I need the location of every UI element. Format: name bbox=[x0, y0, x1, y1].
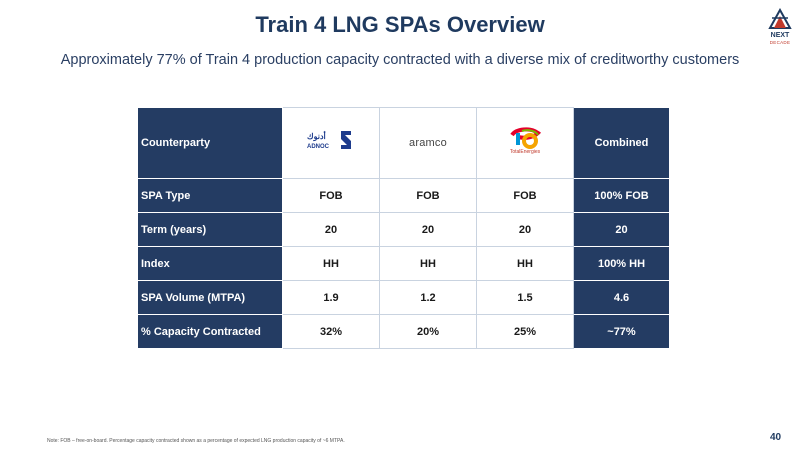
counterparty-totalenergies: TotalEnergies bbox=[476, 107, 574, 179]
footnote: Note: FOB – free-on-board. Percentage ca… bbox=[47, 438, 345, 444]
cell-aramco: FOB bbox=[379, 178, 477, 213]
logo-text-decade: DECADE bbox=[769, 40, 791, 45]
spa-overview-table: Counterparty أدنوك ADNOC aramco T bbox=[137, 107, 670, 349]
cell-totalenergies: 20 bbox=[476, 212, 574, 247]
cell-totalenergies: FOB bbox=[476, 178, 574, 213]
table-row: SPA Type FOB FOB FOB 100% FOB bbox=[137, 178, 670, 213]
nextdecade-logo: NEXT DECADE bbox=[760, 7, 800, 48]
table-row: Index HH HH HH 100% HH bbox=[137, 246, 670, 281]
table-header-row: Counterparty أدنوك ADNOC aramco T bbox=[137, 107, 670, 179]
page-number: 40 bbox=[770, 432, 782, 443]
adnoc-logo: أدنوك ADNOC bbox=[307, 129, 355, 155]
counterparty-header: Counterparty bbox=[137, 107, 283, 179]
row-label: % Capacity Contracted bbox=[137, 314, 283, 349]
counterparty-adnoc: أدنوك ADNOC bbox=[282, 107, 380, 179]
cell-adnoc: HH bbox=[282, 246, 380, 281]
cell-adnoc: FOB bbox=[282, 178, 380, 213]
cell-aramco: 20% bbox=[379, 314, 477, 349]
cell-totalenergies: 25% bbox=[476, 314, 574, 349]
cell-combined: 100% FOB bbox=[573, 178, 670, 213]
totalenergies-logo: TotalEnergies bbox=[502, 126, 548, 157]
table-row: Term (years) 20 20 20 20 bbox=[137, 212, 670, 247]
cell-aramco: 1.2 bbox=[379, 280, 477, 315]
adnoc-arabic-text: أدنوك bbox=[307, 131, 326, 141]
cell-adnoc: 20 bbox=[282, 212, 380, 247]
page-title: Train 4 LNG SPAs Overview bbox=[255, 12, 545, 37]
page-subtitle: Approximately 77% of Train 4 production … bbox=[60, 52, 740, 68]
row-label: SPA Volume (MTPA) bbox=[137, 280, 283, 315]
row-label: SPA Type bbox=[137, 178, 283, 213]
counterparty-aramco: aramco bbox=[379, 107, 477, 179]
table-row: % Capacity Contracted 32% 20% 25% ~77% bbox=[137, 314, 670, 349]
cell-combined: 4.6 bbox=[573, 280, 670, 315]
adnoc-logo-text: ADNOC bbox=[307, 143, 329, 150]
cell-aramco: 20 bbox=[379, 212, 477, 247]
logo-text-next: NEXT bbox=[770, 32, 790, 39]
row-label: Term (years) bbox=[137, 212, 283, 247]
cell-combined: 100% HH bbox=[573, 246, 670, 281]
aramco-logo: aramco bbox=[409, 137, 447, 149]
totalenergies-mark-icon bbox=[510, 126, 542, 149]
totalenergies-logo-text: TotalEnergies bbox=[509, 148, 541, 155]
cell-combined: 20 bbox=[573, 212, 670, 247]
cell-combined: ~77% bbox=[573, 314, 670, 349]
table-row: SPA Volume (MTPA) 1.9 1.2 1.5 4.6 bbox=[137, 280, 670, 315]
cell-adnoc: 32% bbox=[282, 314, 380, 349]
row-label: Index bbox=[137, 246, 283, 281]
combined-header: Combined bbox=[573, 107, 670, 179]
nextdecade-mark-icon bbox=[768, 7, 792, 29]
cell-aramco: HH bbox=[379, 246, 477, 281]
cell-adnoc: 1.9 bbox=[282, 280, 380, 315]
cell-totalenergies: 1.5 bbox=[476, 280, 574, 315]
adnoc-mark-icon bbox=[341, 130, 351, 149]
cell-totalenergies: HH bbox=[476, 246, 574, 281]
